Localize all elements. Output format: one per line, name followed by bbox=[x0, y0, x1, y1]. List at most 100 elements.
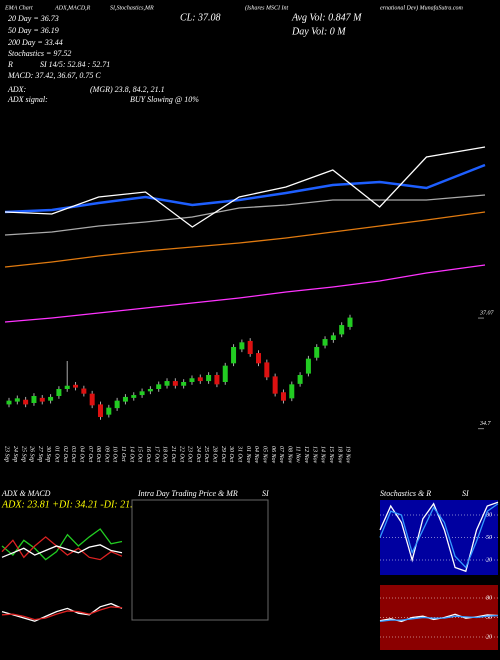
indicator-label: ADX,MACD,R bbox=[54, 5, 91, 11]
x-tick-label: 21 Oct bbox=[170, 446, 176, 462]
candle-body bbox=[305, 358, 311, 374]
x-tick-label: 11 Nov bbox=[295, 446, 301, 463]
macd-value: MACD: 37.42, 36.67, 0.75 C bbox=[7, 71, 101, 80]
x-tick-label: 08 Oct bbox=[95, 446, 101, 462]
candle-body bbox=[289, 384, 295, 399]
candle-body bbox=[214, 375, 220, 385]
candle-body bbox=[31, 396, 37, 403]
candle-body bbox=[156, 384, 162, 389]
x-tick-label: 23 Oct bbox=[187, 446, 193, 462]
series-line bbox=[1, 544, 123, 558]
candle-body bbox=[131, 395, 137, 398]
series-line bbox=[379, 501, 499, 573]
y-tick-label: 37.07 bbox=[479, 310, 495, 316]
candle-body bbox=[222, 365, 228, 382]
y-tick-label: 80 bbox=[486, 595, 492, 601]
candle-body bbox=[106, 407, 112, 415]
candle-body bbox=[189, 378, 195, 382]
candle-body bbox=[247, 340, 253, 354]
stoch-si: SI bbox=[462, 489, 469, 498]
candle-body bbox=[64, 385, 70, 389]
series-line bbox=[4, 163, 486, 214]
x-tick-label: 22 Oct bbox=[178, 446, 184, 462]
x-tick-label: 07 Nov bbox=[278, 446, 284, 464]
candle-body bbox=[48, 396, 54, 401]
panels: ADX & MACD ADX: 23.81 +DI: 34.21 -DI: 21… bbox=[1, 489, 469, 621]
series-line bbox=[4, 146, 486, 228]
title-cont: ernational Dev) MunafaSutra.com bbox=[380, 4, 463, 11]
adx-values: ADX: 23.81 +DI: 34.21 -DI: 21.06 bbox=[1, 499, 143, 510]
series-line bbox=[4, 211, 486, 268]
ema50: 50 Day = 36.19 bbox=[8, 26, 59, 35]
avg-volume: Avg Vol: 0.847 M bbox=[291, 12, 362, 23]
x-tick-label: 01 Nov bbox=[245, 446, 251, 464]
x-tick-label: 16 Oct bbox=[145, 446, 151, 462]
series-line bbox=[379, 503, 499, 569]
candle-body bbox=[6, 400, 12, 405]
y-tick-label: 50 bbox=[486, 615, 492, 621]
x-tick-label: 25 Oct bbox=[203, 446, 209, 462]
x-tick-label: 06 Nov bbox=[270, 446, 276, 464]
x-tick-label: 13 Nov bbox=[311, 446, 317, 464]
x-tick-label: 25 Sep bbox=[20, 446, 26, 462]
series-line bbox=[4, 264, 486, 323]
candle-body bbox=[89, 393, 95, 406]
x-tick-label: 30 Sep bbox=[45, 445, 51, 462]
x-tick-label: 27 Sep bbox=[37, 446, 43, 462]
candle-body bbox=[14, 398, 20, 402]
x-tick-label: 09 Oct bbox=[103, 446, 109, 462]
x-tick-label: 18 Oct bbox=[162, 446, 168, 462]
stoch-value: Stochastics = 97.52 bbox=[8, 49, 71, 58]
candle-body bbox=[139, 391, 145, 396]
series-line bbox=[1, 602, 123, 622]
y-tick-label: 20 bbox=[486, 634, 492, 640]
x-tick-label: 15 Nov bbox=[328, 446, 334, 464]
y-tick-label: 80 bbox=[486, 512, 492, 518]
x-tick-label: 11 Oct bbox=[120, 446, 126, 462]
candle-body bbox=[239, 342, 245, 350]
candle-body bbox=[322, 339, 328, 346]
y-tick-label: 50 bbox=[486, 535, 492, 541]
candle-body bbox=[272, 376, 278, 394]
x-tick-label: 23 Sep bbox=[4, 446, 10, 462]
candle-body bbox=[23, 399, 29, 405]
adx-signal: BUY Slowing @ 10% bbox=[130, 95, 199, 104]
x-tick-label: 15 Oct bbox=[137, 446, 143, 462]
candle-body bbox=[56, 389, 62, 396]
intraday-title: Intra Day Trading Price & MR bbox=[137, 489, 238, 498]
x-tick-label: 14 Nov bbox=[320, 446, 327, 464]
x-tick-label: 19 Nov bbox=[345, 446, 351, 464]
x-tick-label: 03 Oct bbox=[70, 446, 76, 462]
series-line bbox=[4, 194, 486, 236]
candle-body bbox=[164, 381, 170, 386]
x-tick-label: 05 Nov bbox=[261, 446, 267, 464]
x-tick-label: 02 Oct bbox=[62, 446, 68, 462]
series-line bbox=[1, 606, 123, 621]
stoch-title: Stochastics & R bbox=[380, 489, 431, 498]
x-tick-label: 08 Nov bbox=[286, 446, 292, 464]
candle-body bbox=[264, 362, 270, 378]
panel-background bbox=[380, 500, 498, 575]
x-tick-label: 17 Oct bbox=[153, 446, 159, 462]
x-tick-label: 28 Oct bbox=[212, 446, 218, 462]
ema200: 200 Day = 33.44 bbox=[8, 38, 63, 47]
candle-body bbox=[206, 375, 212, 382]
candle-body bbox=[181, 382, 187, 386]
y-tick-label: 20 bbox=[486, 557, 492, 563]
x-tick-label: 04 Nov bbox=[253, 446, 260, 464]
x-tick-label: 24 Sep bbox=[12, 446, 19, 462]
candle-body bbox=[122, 396, 128, 402]
x-tick-label: 04 Oct bbox=[78, 446, 85, 462]
candle-body bbox=[172, 381, 178, 386]
x-tick-label: 10 Oct bbox=[112, 446, 118, 462]
intraday-box bbox=[131, 499, 269, 621]
series-line bbox=[1, 536, 123, 561]
x-tick-label: 18 Nov bbox=[336, 446, 342, 464]
candle-body bbox=[280, 392, 286, 401]
x-tick-label: 30 Oct bbox=[228, 445, 234, 462]
x-tick-label: 12 Nov bbox=[303, 446, 309, 464]
adx-value: (MGR) 23.8, 84.2, 21.1 bbox=[90, 85, 165, 94]
candle-body bbox=[330, 335, 336, 340]
ema20: 20 Day = 36.73 bbox=[8, 14, 59, 23]
candle-body bbox=[297, 375, 303, 384]
